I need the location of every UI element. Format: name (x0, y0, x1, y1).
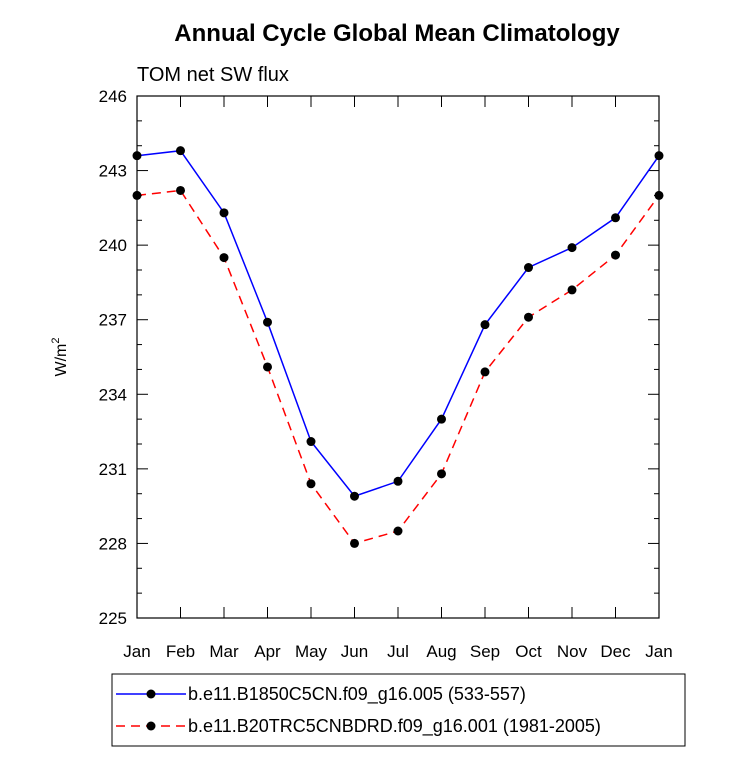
legend-box (111, 673, 686, 747)
y-tick-label: 231 (99, 460, 127, 479)
y-axis-label-superscript: 2 (50, 338, 62, 344)
plot-frame (136, 95, 660, 619)
axis-ticks: 225 228 231 234 237 240 243 246 Jan Feb Mar Apr May J… (99, 87, 673, 661)
series-2-point (524, 312, 533, 322)
legend-label-2: b.e11.B20TRC5CNBDRD.f09_g16.001 (1981-20… (188, 716, 601, 737)
y-tick-label: 228 (99, 534, 127, 553)
series-1-point (306, 437, 316, 447)
legend-marker-1 (146, 689, 156, 699)
legend-marker-2 (146, 721, 156, 731)
series-2-point (350, 538, 359, 548)
series-1-point (350, 491, 359, 501)
series-1-point (480, 320, 490, 330)
series-1-point (219, 208, 229, 218)
y-tick-label: 240 (99, 236, 127, 255)
series-2-point (611, 250, 620, 260)
y-tick-label: 243 (99, 162, 127, 181)
series-2-point (567, 285, 577, 295)
y-tick-label: 234 (99, 385, 127, 404)
y-axis-label: W/m2 (50, 338, 70, 377)
series-2-point (437, 469, 446, 479)
x-tick-label: Dec (600, 642, 631, 661)
x-tick-label: Feb (166, 642, 195, 661)
series-2-point (219, 253, 229, 263)
chart-subtitle: TOM net SW flux (137, 64, 289, 86)
x-tick-label: Sep (470, 642, 500, 661)
x-tick-label: Jul (387, 642, 409, 661)
x-tick-label: Oct (515, 642, 542, 661)
series-1-point (611, 213, 620, 223)
chart-title: Annual Cycle Global Mean Climatology (174, 20, 620, 47)
series-line-1 (136, 149, 660, 498)
series-2-point (263, 362, 272, 372)
legend: b.e11.B1850C5CN.f09_g16.005 (533-557) b.e… (111, 673, 686, 747)
x-tick-label: Aug (426, 642, 456, 661)
y-tick-label: 225 (99, 609, 127, 628)
series-2-point (480, 367, 490, 377)
x-tick-label: Jan (123, 642, 150, 661)
y-axis-label-base: W/m (53, 344, 70, 377)
series-1-point (176, 146, 185, 156)
series-1-point (393, 476, 403, 486)
series-2-point (176, 185, 185, 195)
legend-label-1: b.e11.B1850C5CN.f09_g16.005 (533-557) (188, 684, 526, 705)
series-1-point (437, 414, 446, 424)
y-tick-label: 246 (99, 87, 127, 106)
series-1-point (567, 243, 577, 253)
x-tick-label: Jun (341, 642, 368, 661)
x-tick-label: Nov (557, 642, 588, 661)
x-tick-label: May (295, 642, 328, 661)
series-1-point (263, 317, 272, 327)
x-tick-label: Mar (209, 642, 239, 661)
x-tick-label: Apr (254, 642, 281, 661)
y-tick-label: 237 (99, 311, 127, 330)
x-tick-label: Jan (645, 642, 672, 661)
series-layer (132, 146, 664, 548)
series-1-point (524, 263, 533, 273)
series-2-point (306, 479, 316, 489)
series-line-2 (136, 189, 660, 545)
series-2-point (393, 526, 403, 536)
